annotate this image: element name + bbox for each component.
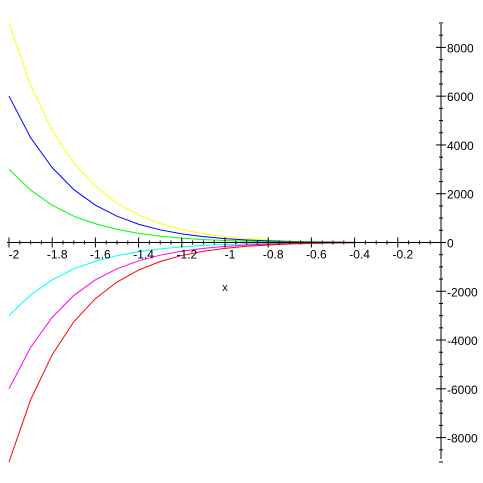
x-axis-title: x bbox=[222, 282, 228, 294]
x-tick-label: -0.6 bbox=[306, 248, 327, 262]
x-tick-label: -0.8 bbox=[263, 248, 284, 262]
x-axis-ticks: -2 -1.8 -1.6 -1.4 -1.2 -1 -0.8 -0.6 -0.4 -0.2 bbox=[8, 237, 442, 262]
x-tick-label: -1.4 bbox=[133, 248, 154, 262]
y-tick-label: -8000 bbox=[447, 432, 478, 446]
y-tick-label: -6000 bbox=[447, 383, 478, 397]
x-tick-label: -0.2 bbox=[392, 248, 413, 262]
series-line-6 bbox=[8, 242, 355, 463]
x-tick-label: -2 bbox=[9, 248, 20, 262]
x-tick-label: -1.8 bbox=[47, 248, 68, 262]
y-tick-label: -4000 bbox=[447, 334, 478, 348]
series-line-2 bbox=[8, 95, 355, 243]
x-tick-label: -1 bbox=[225, 248, 236, 262]
y-tick-label: 2000 bbox=[447, 188, 474, 202]
y-tick-label: 4000 bbox=[447, 139, 474, 153]
series-line-3 bbox=[8, 168, 355, 243]
y-tick-label: 6000 bbox=[447, 90, 474, 104]
x-tick-label: -1.2 bbox=[176, 248, 197, 262]
x-tick-label: -1.6 bbox=[90, 248, 111, 262]
y-tick-label: 8000 bbox=[447, 41, 474, 55]
y-tick-label: 0 bbox=[447, 237, 454, 251]
x-tick-label: -0.4 bbox=[349, 248, 370, 262]
series-line-5 bbox=[8, 242, 355, 390]
y-tick-label: -2000 bbox=[447, 285, 478, 299]
y-axis-ticks: -8000 -6000 -4000 -2000 0 2000 4000 6000 8000 bbox=[436, 22, 478, 463]
